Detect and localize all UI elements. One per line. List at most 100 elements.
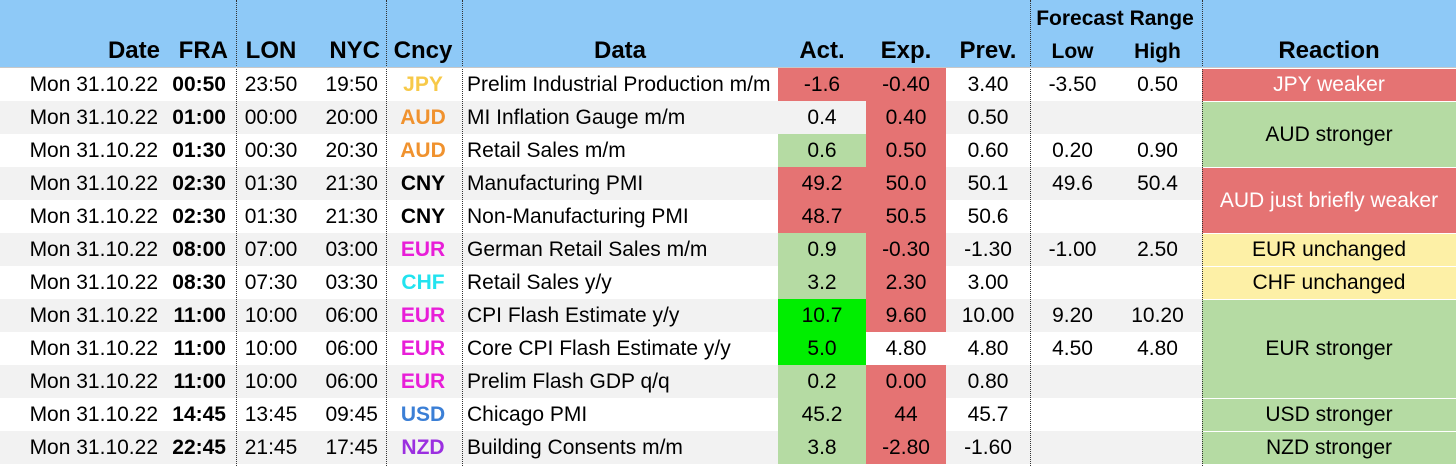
table-row xyxy=(0,200,1202,233)
reaction-cell: JPY weaker xyxy=(1202,68,1456,101)
cell-exp: 44 xyxy=(866,398,946,431)
cell-lon: 23:50 xyxy=(244,72,298,96)
reaction-cell: EUR stronger xyxy=(1202,299,1456,398)
cell-nyc: 20:00 xyxy=(325,105,378,129)
header-previous: Prev. xyxy=(959,37,1017,64)
cell-date: Mon 31.10.22 xyxy=(29,237,158,261)
cell-lon: 07:00 xyxy=(244,237,298,261)
header-high: High xyxy=(1134,40,1181,63)
cell-nyc: 20:30 xyxy=(325,138,378,162)
cell-lon: 13:45 xyxy=(244,402,298,426)
reaction-cell: AUD just briefly weaker xyxy=(1202,167,1456,233)
cell-fra: 00:50 xyxy=(172,72,226,96)
cell-nyc: 06:00 xyxy=(325,303,378,327)
cell-act: 0.4 xyxy=(807,105,837,129)
cell-act: 3.2 xyxy=(778,266,866,299)
cell-high xyxy=(1115,431,1200,464)
cell-lon: 07:30 xyxy=(244,270,298,294)
cell-high xyxy=(1115,200,1200,233)
cell-nyc: 09:45 xyxy=(325,402,378,426)
cell-fra: 11:00 xyxy=(173,336,226,360)
cell-date: Mon 31.10.22 xyxy=(29,72,158,96)
cell-exp: 50.5 xyxy=(866,200,946,233)
header-expected: Exp. xyxy=(880,37,932,64)
cell-prev: -1.60 xyxy=(964,435,1012,459)
header-forecast-range: Forecast Range xyxy=(1036,7,1194,30)
header-fra: FRA xyxy=(178,37,228,64)
reaction-cell: EUR unchanged xyxy=(1202,233,1456,266)
cell-exp: -2.80 xyxy=(866,431,946,464)
cell-lon: 01:30 xyxy=(244,204,298,228)
cell-ccy: NZD xyxy=(401,435,445,459)
column-divider xyxy=(236,0,237,466)
cell-act: 49.2 xyxy=(778,167,866,200)
cell-nyc: 03:30 xyxy=(325,270,378,294)
cell-lon: 10:00 xyxy=(244,369,298,393)
header-divider xyxy=(0,67,1456,68)
cell-fra: 11:00 xyxy=(173,369,226,393)
cell-prev: 0.60 xyxy=(967,138,1009,162)
cell-prev: 0.50 xyxy=(967,105,1009,129)
cell-ccy: EUR xyxy=(400,369,446,393)
cell-low xyxy=(1030,365,1115,398)
cell-lon: 00:00 xyxy=(244,105,298,129)
cell-high xyxy=(1115,266,1200,299)
cell-ccy: USD xyxy=(400,402,446,426)
cell-exp: 50.0 xyxy=(866,167,946,200)
cell-ccy: AUD xyxy=(400,138,446,162)
cell-fra: 01:00 xyxy=(172,105,226,129)
cell-act: 0.6 xyxy=(778,134,866,167)
cell-fra: 22:45 xyxy=(172,435,226,459)
cell-low xyxy=(1030,200,1115,233)
cell-prev: 50.6 xyxy=(967,204,1009,228)
cell-low: -3.50 xyxy=(1048,72,1097,96)
cell-high: 4.80 xyxy=(1137,336,1178,360)
cell-high xyxy=(1115,398,1200,431)
cell-act: -1.6 xyxy=(778,68,866,101)
reaction-cell: CHF unchanged xyxy=(1202,266,1456,299)
cell-act: 3.8 xyxy=(778,431,866,464)
cell-exp: -0.40 xyxy=(866,68,946,101)
cell-fra: 02:30 xyxy=(172,171,226,195)
header-low: Low xyxy=(1051,40,1094,63)
cell-ccy: EUR xyxy=(400,303,446,327)
cell-high: 2.50 xyxy=(1137,237,1178,261)
cell-date: Mon 31.10.22 xyxy=(29,171,158,195)
cell-fra: 01:30 xyxy=(172,138,226,162)
cell-prev: 10.00 xyxy=(961,303,1015,327)
cell-ccy: EUR xyxy=(400,336,446,360)
cell-prev: 3.40 xyxy=(967,72,1009,96)
cell-nyc: 19:50 xyxy=(325,72,378,96)
reaction-cell: NZD stronger xyxy=(1202,431,1456,464)
cell-ccy: CHF xyxy=(401,270,445,294)
cell-high: 0.50 xyxy=(1137,72,1178,96)
cell-low xyxy=(1030,398,1115,431)
table-row xyxy=(0,167,1202,200)
reaction-cell: USD stronger xyxy=(1202,398,1456,431)
cell-data: MI Inflation Gauge m/m xyxy=(467,105,686,129)
cell-data: Core CPI Flash Estimate y/y xyxy=(467,336,731,360)
cell-nyc: 06:00 xyxy=(325,336,378,360)
cell-low xyxy=(1030,266,1115,299)
reaction-cell: AUD stronger xyxy=(1202,101,1456,167)
cell-date: Mon 31.10.22 xyxy=(29,270,158,294)
cell-date: Mon 31.10.22 xyxy=(29,105,158,129)
cell-exp: 0.00 xyxy=(866,365,946,398)
cell-data: Manufacturing PMI xyxy=(467,171,644,195)
cell-data: Retail Sales m/m xyxy=(467,138,626,162)
column-divider xyxy=(462,0,463,466)
cell-ccy: CNY xyxy=(400,171,446,195)
cell-high: 50.4 xyxy=(1137,171,1178,195)
cell-date: Mon 31.10.22 xyxy=(29,138,158,162)
cell-date: Mon 31.10.22 xyxy=(29,204,158,228)
column-divider xyxy=(1030,0,1031,466)
cell-ccy: EUR xyxy=(400,237,446,261)
cell-lon: 01:30 xyxy=(244,171,298,195)
cell-lon: 10:00 xyxy=(244,303,298,327)
cell-data: Prelim Industrial Production m/m xyxy=(467,72,771,96)
cell-date: Mon 31.10.22 xyxy=(29,435,158,459)
cell-lon: 10:00 xyxy=(244,336,298,360)
cell-nyc: 21:30 xyxy=(325,171,378,195)
cell-exp: 4.80 xyxy=(885,336,927,360)
cell-act: 10.7 xyxy=(778,299,866,332)
